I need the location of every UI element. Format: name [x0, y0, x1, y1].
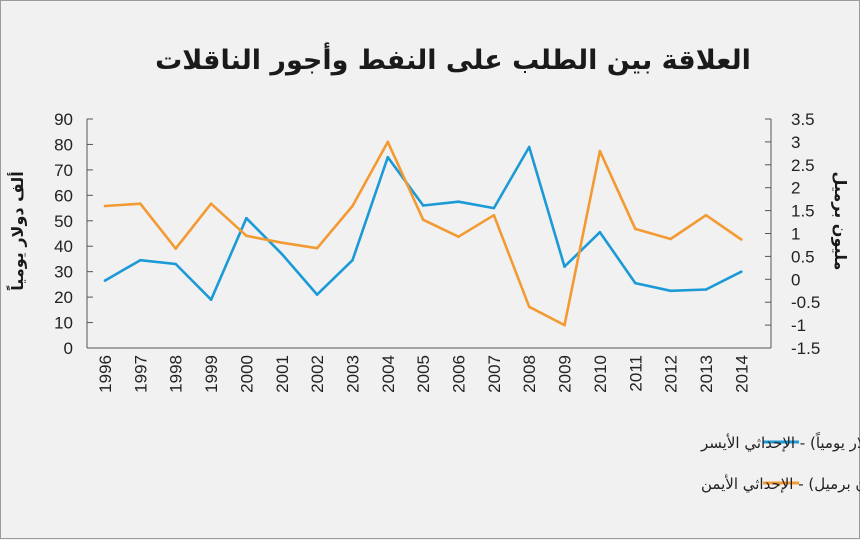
- left-axis-label: ألف دولار يومياً: [5, 171, 27, 291]
- x-tick-label: 2001: [273, 355, 292, 393]
- right-tick-label: 3.5: [791, 110, 815, 129]
- x-tick-label: 2012: [662, 355, 681, 393]
- data-point: [492, 213, 496, 217]
- x-tick-label: 2007: [485, 355, 504, 393]
- data-point: [421, 218, 425, 222]
- data-point: [315, 293, 319, 296]
- left-tick-label: 30: [54, 263, 73, 282]
- left-tick-label: 80: [54, 135, 73, 154]
- right-tick-label: 0.5: [791, 247, 815, 266]
- data-point: [280, 252, 284, 256]
- data-point: [563, 323, 566, 327]
- x-tick-label: 2014: [732, 355, 751, 393]
- x-tick-label: 2013: [697, 355, 716, 393]
- data-point: [492, 206, 496, 210]
- x-tick-label: 1998: [167, 355, 186, 393]
- left-tick-label: 90: [54, 110, 73, 129]
- data-point: [457, 200, 460, 203]
- data-point: [386, 155, 390, 159]
- x-tick-label: 1999: [202, 355, 221, 393]
- right-tick-label: -0.5: [791, 293, 820, 312]
- x-tick-label: 1997: [131, 355, 150, 393]
- x-tick-label: 2010: [591, 355, 610, 393]
- data-point: [139, 258, 142, 262]
- legend-label-oil-demand: معدل نمو الطلب على النفط (مليون برميل) -…: [701, 474, 860, 494]
- data-point: [527, 145, 531, 149]
- data-point: [740, 238, 743, 241]
- data-point: [527, 305, 531, 309]
- left-tick-label: 60: [54, 186, 73, 205]
- data-point: [209, 298, 213, 301]
- data-point: [704, 288, 708, 291]
- x-axis-ticks: 1996 1997 1998 1999 2000 2001 2002 2003 2004 2005…: [96, 355, 751, 393]
- right-axis-ticks: -1.5 -1 -0.5 0 0.5 1 1.5 2 2.5 3 3.5: [765, 110, 820, 358]
- x-tick-label: 2003: [343, 355, 362, 393]
- x-tick-label: 2002: [308, 355, 327, 393]
- left-tick-label: 50: [54, 212, 73, 231]
- x-tick-label: 2005: [414, 355, 433, 393]
- x-tick-label: 2004: [379, 355, 398, 393]
- data-point: [421, 204, 425, 207]
- data-point: [351, 258, 354, 262]
- left-tick-label: 0: [64, 339, 73, 358]
- x-tick-label: 1996: [96, 355, 115, 393]
- right-tick-label: 3: [791, 133, 800, 152]
- right-tick-label: 2.5: [791, 156, 815, 175]
- data-point: [139, 202, 142, 206]
- right-tick-label: 0: [791, 270, 800, 289]
- data-point: [598, 230, 602, 234]
- left-tick-label: 20: [54, 288, 73, 307]
- right-tick-label: 2: [791, 179, 800, 198]
- data-point: [457, 235, 460, 239]
- data-point: [315, 246, 319, 250]
- left-tick-label: 10: [54, 314, 73, 333]
- series-line-vlcc: [104, 145, 742, 302]
- data-point: [245, 234, 248, 238]
- data-point: [103, 204, 107, 208]
- data-point: [245, 216, 248, 220]
- right-tick-label: -1.5: [791, 339, 820, 358]
- data-point: [704, 213, 708, 217]
- data-point: [669, 237, 672, 241]
- legend-label-vlcc: معدل أجرة ناقلة VLCC (ألف دولار يومياً) …: [700, 432, 860, 453]
- series-group: [103, 140, 743, 327]
- data-point: [351, 204, 354, 208]
- x-tick-label: 2011: [626, 355, 645, 392]
- x-tick-label: 2008: [520, 355, 539, 393]
- right-axis-label: مليون برميل: [831, 172, 850, 271]
- data-point: [740, 270, 743, 273]
- right-tick-label: 1.5: [791, 202, 815, 221]
- data-point: [209, 202, 213, 206]
- left-axis-ticks: 0 10 20 30 40 50 60 70 80 90: [54, 110, 93, 358]
- data-point: [280, 241, 284, 244]
- chart-title: العلاقة بين الطلب على النفط وأجور الناقل…: [155, 42, 751, 76]
- data-point: [386, 140, 390, 144]
- x-tick-label: 2009: [556, 355, 575, 393]
- series-line-oil-demand: [104, 140, 743, 327]
- right-tick-label: 1: [791, 225, 800, 244]
- legend: معدل أجرة ناقلة VLCC (ألف دولار يومياً) …: [700, 432, 860, 494]
- data-point: [563, 265, 566, 268]
- data-point: [633, 281, 637, 285]
- left-tick-label: 40: [54, 237, 73, 256]
- right-tick-label: -1: [791, 316, 806, 335]
- x-tick-label: 2000: [237, 355, 256, 393]
- data-point: [103, 279, 107, 282]
- left-tick-label: 70: [54, 161, 73, 180]
- data-point: [174, 262, 177, 266]
- x-tick-label: 2006: [450, 355, 469, 393]
- data-point: [598, 149, 602, 153]
- data-point: [669, 289, 672, 293]
- data-point: [633, 227, 637, 231]
- data-point: [174, 247, 177, 250]
